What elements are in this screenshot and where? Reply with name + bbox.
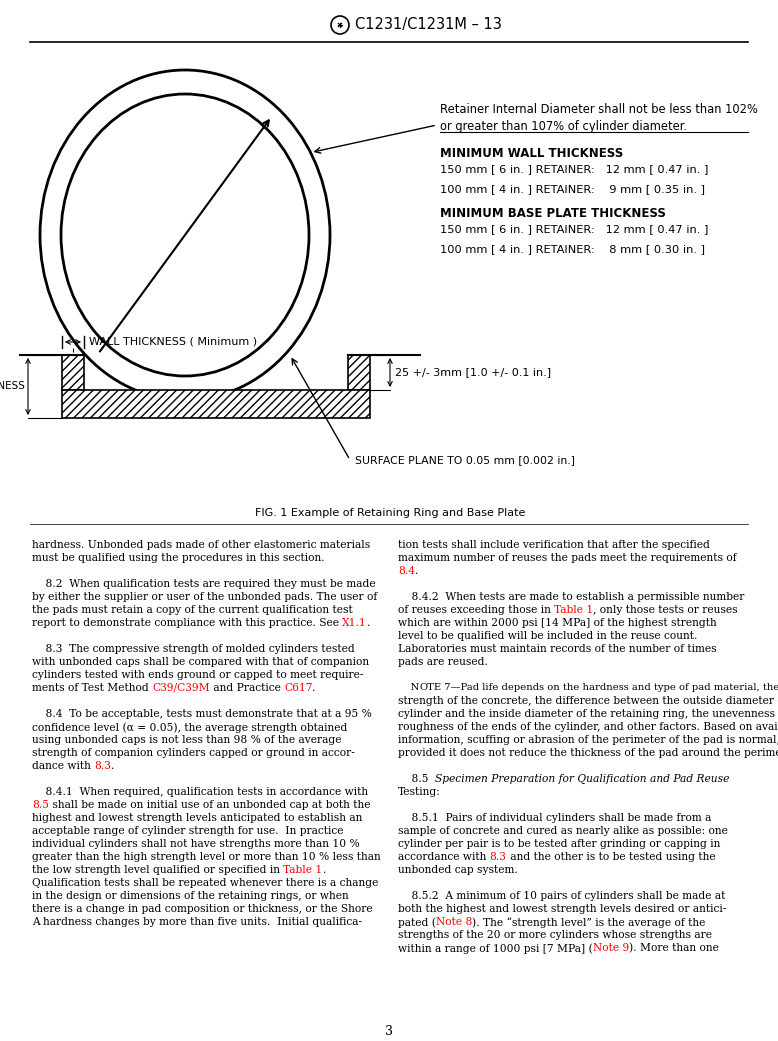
Text: individual cylinders shall not have strengths more than 10 %: individual cylinders shall not have stre… (32, 839, 359, 849)
Text: 150 mm [ 6 in. ] RETAINER:   12 mm [ 0.47 in. ]: 150 mm [ 6 in. ] RETAINER: 12 mm [ 0.47 … (440, 224, 709, 234)
Text: hardness. Unbonded pads made of other elastomeric materials: hardness. Unbonded pads made of other el… (32, 540, 370, 550)
Text: ). More than one: ). More than one (629, 943, 719, 954)
Text: Note 8: Note 8 (436, 917, 472, 926)
Text: within a range of 1000 psi [7 MPa] (: within a range of 1000 psi [7 MPa] ( (398, 943, 593, 954)
Text: both the highest and lowest strength levels desired or antici-: both the highest and lowest strength lev… (398, 904, 727, 914)
Bar (348, 355, 370, 390)
Text: 8.2  When qualification tests are required they must be made: 8.2 When qualification tests are require… (32, 579, 376, 589)
Text: 3: 3 (385, 1025, 393, 1038)
Text: SURFACE PLANE TO 0.05 mm [0.002 in.]: SURFACE PLANE TO 0.05 mm [0.002 in.] (355, 455, 575, 465)
Text: information, scuffing or abrasion of the perimeter of the pad is normal,: information, scuffing or abrasion of the… (398, 735, 778, 745)
Text: greater than the high strength level or more than 10 % less than: greater than the high strength level or … (32, 852, 380, 862)
Text: pads are reused.: pads are reused. (398, 657, 488, 667)
Text: tion tests shall include verification that after the specified: tion tests shall include verification th… (398, 540, 710, 550)
Text: in the design or dimensions of the retaining rings, or when: in the design or dimensions of the retai… (32, 891, 349, 902)
Text: level to be qualified will be included in the reuse count.: level to be qualified will be included i… (398, 631, 697, 641)
Text: 7—Pad life depends on the hardness and type of pad material, the: 7—Pad life depends on the hardness and t… (441, 683, 778, 692)
Text: 25 +/- 3mm [1.0 +/- 0.1 in.]: 25 +/- 3mm [1.0 +/- 0.1 in.] (395, 367, 551, 377)
Text: of reuses exceeding those in: of reuses exceeding those in (398, 605, 554, 615)
Text: Laboratories must maintain records of the number of times: Laboratories must maintain records of th… (398, 644, 717, 654)
Text: sample of concrete and cured as nearly alike as possible: one: sample of concrete and cured as nearly a… (398, 826, 728, 836)
Text: Qualification tests shall be repeated whenever there is a change: Qualification tests shall be repeated wh… (32, 878, 378, 888)
Text: cylinder and the inside diameter of the retaining ring, the unevenness and: cylinder and the inside diameter of the … (398, 709, 778, 719)
Text: 8.3  The compressive strength of molded cylinders tested: 8.3 The compressive strength of molded c… (32, 644, 355, 654)
Text: C39/C39M: C39/C39M (152, 683, 210, 693)
Text: maximum number of reuses the pads meet the requirements of: maximum number of reuses the pads meet t… (398, 553, 737, 563)
Text: the low strength level qualified or specified in: the low strength level qualified or spec… (32, 865, 283, 875)
Text: FIG. 1 Example of Retaining Ring and Base Plate: FIG. 1 Example of Retaining Ring and Bas… (255, 508, 525, 518)
Text: 8.5.1  Pairs of individual cylinders shall be made from a: 8.5.1 Pairs of individual cylinders shal… (398, 813, 711, 823)
Text: 8.3: 8.3 (489, 852, 506, 862)
Bar (62, 355, 84, 390)
Text: 8.5: 8.5 (398, 775, 435, 784)
Text: cylinders tested with ends ground or capped to meet require-: cylinders tested with ends ground or cap… (32, 670, 363, 680)
Text: confidence level (α = 0.05), the average strength obtained: confidence level (α = 0.05), the average… (32, 722, 347, 733)
Text: Note 9: Note 9 (593, 943, 629, 953)
Text: strengths of the 20 or more cylinders whose strengths are: strengths of the 20 or more cylinders wh… (398, 930, 712, 940)
Text: 8.5.2  A minimum of 10 pairs of cylinders shall be made at: 8.5.2 A minimum of 10 pairs of cylinders… (398, 891, 725, 902)
Text: Specimen Preparation for Qualification and Pad Reuse: Specimen Preparation for Qualification a… (435, 775, 730, 784)
Text: Table 1: Table 1 (554, 605, 594, 615)
Text: Testing:: Testing: (398, 787, 441, 797)
Text: there is a change in pad composition or thickness, or the Shore: there is a change in pad composition or … (32, 904, 373, 914)
Text: C617: C617 (284, 683, 313, 693)
Text: 8.4  To be acceptable, tests must demonstrate that at a 95 %: 8.4 To be acceptable, tests must demonst… (32, 709, 372, 719)
Text: X1.1: X1.1 (342, 618, 367, 628)
Text: dance with: dance with (32, 761, 94, 771)
Text: 8.5: 8.5 (32, 799, 49, 810)
Text: using unbonded caps is not less than 98 % of the average: using unbonded caps is not less than 98 … (32, 735, 342, 745)
Text: acceptable range of cylinder strength for use.  In practice: acceptable range of cylinder strength fo… (32, 826, 344, 836)
Text: 100 mm [ 4 in. ] RETAINER:    8 mm [ 0.30 in. ]: 100 mm [ 4 in. ] RETAINER: 8 mm [ 0.30 i… (440, 244, 705, 254)
Text: A hardness changes by more than five units.  Initial qualifica-: A hardness changes by more than five uni… (32, 917, 362, 926)
Text: by either the supplier or user of the unbonded pads. The user of: by either the supplier or user of the un… (32, 592, 377, 602)
Text: accordance with: accordance with (398, 852, 489, 862)
Text: 8.4.2  When tests are made to establish a permissible number: 8.4.2 When tests are made to establish a… (398, 592, 745, 602)
Text: ). The “strength level” is the average of the: ). The “strength level” is the average o… (472, 917, 706, 928)
Text: cylinder per pair is to be tested after grinding or capping in: cylinder per pair is to be tested after … (398, 839, 720, 849)
Text: the pads must retain a copy of the current qualification test: the pads must retain a copy of the curre… (32, 605, 352, 615)
Text: must be qualified using the procedures in this section.: must be qualified using the procedures i… (32, 553, 324, 563)
Text: provided it does not reduce the thickness of the pad around the perimeter.: provided it does not reduce the thicknes… (398, 748, 778, 758)
Text: pated (: pated ( (398, 917, 436, 928)
Text: strength of companion cylinders capped or ground in accor-: strength of companion cylinders capped o… (32, 748, 355, 758)
Text: and Practice: and Practice (210, 683, 284, 693)
Text: report to demonstrate compliance with this practice. See: report to demonstrate compliance with th… (32, 618, 342, 628)
Text: ments of Test Method: ments of Test Method (32, 683, 152, 693)
Text: unbonded cap system.: unbonded cap system. (398, 865, 517, 875)
Text: 8.4: 8.4 (398, 566, 415, 576)
Bar (62, 390, 370, 418)
Text: which are within 2000 psi [14 MPa] of the highest strength: which are within 2000 psi [14 MPa] of th… (398, 618, 717, 628)
Text: MINIMUM WALL THICKNESS: MINIMUM WALL THICKNESS (440, 147, 623, 160)
Text: .: . (323, 865, 326, 875)
Text: 8.3: 8.3 (94, 761, 111, 771)
Text: 100 mm [ 4 in. ] RETAINER:    9 mm [ 0.35 in. ]: 100 mm [ 4 in. ] RETAINER: 9 mm [ 0.35 i… (440, 184, 705, 194)
Text: WALL THICKNESS ( Minimum ): WALL THICKNESS ( Minimum ) (89, 337, 257, 347)
Text: Retainer Internal Diameter shall not be less than 102%
or greater than 107% of c: Retainer Internal Diameter shall not be … (440, 103, 758, 133)
Text: and the other is to be tested using the: and the other is to be tested using the (506, 852, 715, 862)
Text: MINIMUM BASE PLATE THICKNESS: MINIMUM BASE PLATE THICKNESS (440, 207, 666, 220)
Text: .: . (313, 683, 316, 693)
Text: OTE: OTE (419, 683, 441, 692)
Text: 8.4.1  When required, qualification tests in accordance with: 8.4.1 When required, qualification tests… (32, 787, 368, 797)
Text: highest and lowest strength levels anticipated to establish an: highest and lowest strength levels antic… (32, 813, 363, 823)
Text: shall be made on initial use of an unbonded cap at both the: shall be made on initial use of an unbon… (49, 799, 370, 810)
Text: .: . (415, 566, 419, 576)
Text: C1231/C1231M – 13: C1231/C1231M – 13 (355, 18, 502, 32)
Text: , only those tests or reuses: , only those tests or reuses (594, 605, 738, 615)
Text: strength of the concrete, the difference between the outside diameter of the: strength of the concrete, the difference… (398, 696, 778, 706)
Text: with unbonded caps shall be compared with that of companion: with unbonded caps shall be compared wit… (32, 657, 369, 667)
Text: roughness of the ends of the cylinder, and other factors. Based on available: roughness of the ends of the cylinder, a… (398, 722, 778, 732)
Text: N: N (398, 683, 419, 692)
Text: 150 mm [ 6 in. ] RETAINER:   12 mm [ 0.47 in. ]: 150 mm [ 6 in. ] RETAINER: 12 mm [ 0.47 … (440, 164, 709, 174)
Text: BASE PLATE THICKNESS: BASE PLATE THICKNESS (0, 381, 25, 391)
Text: .: . (367, 618, 370, 628)
Text: Table 1: Table 1 (283, 865, 323, 875)
Text: .: . (111, 761, 114, 771)
